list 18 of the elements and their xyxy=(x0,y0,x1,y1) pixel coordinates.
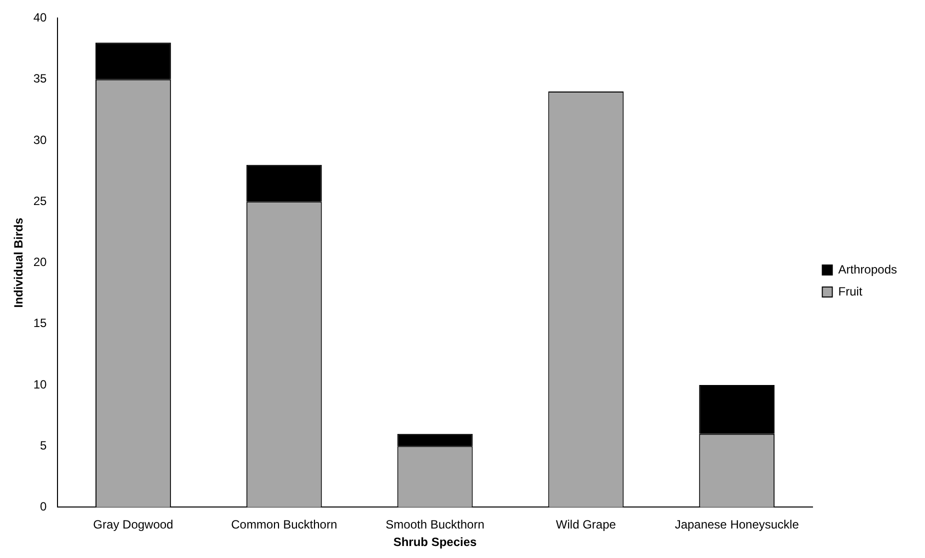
x-tick-label: Gray Dogwood xyxy=(93,518,174,532)
x-axis-title: Shrub Species xyxy=(393,535,478,550)
y-tick-label: 5 xyxy=(40,438,48,452)
y-tick-label: 30 xyxy=(33,132,48,147)
legend-label: Fruit xyxy=(838,284,863,298)
x-tick-label: Wild Grape xyxy=(556,518,616,532)
x-tick-label: Common Buckthorn xyxy=(231,518,338,532)
y-tick-label: 20 xyxy=(33,255,48,270)
x-tick-label: Japanese Honeysuckle xyxy=(674,518,800,532)
y-tick-label: 10 xyxy=(33,377,48,392)
y-tick-label: 35 xyxy=(33,72,48,86)
y-tick-label: 15 xyxy=(33,316,48,330)
y-tick-label: 25 xyxy=(33,194,48,208)
y-axis-title: Individual Birds xyxy=(12,217,26,308)
x-tick-label: Smooth Buckthorn xyxy=(386,518,484,532)
y-tick-label: 40 xyxy=(33,10,48,25)
legend-label: Arthropods xyxy=(838,262,898,276)
y-tick-label: 0 xyxy=(40,500,48,514)
